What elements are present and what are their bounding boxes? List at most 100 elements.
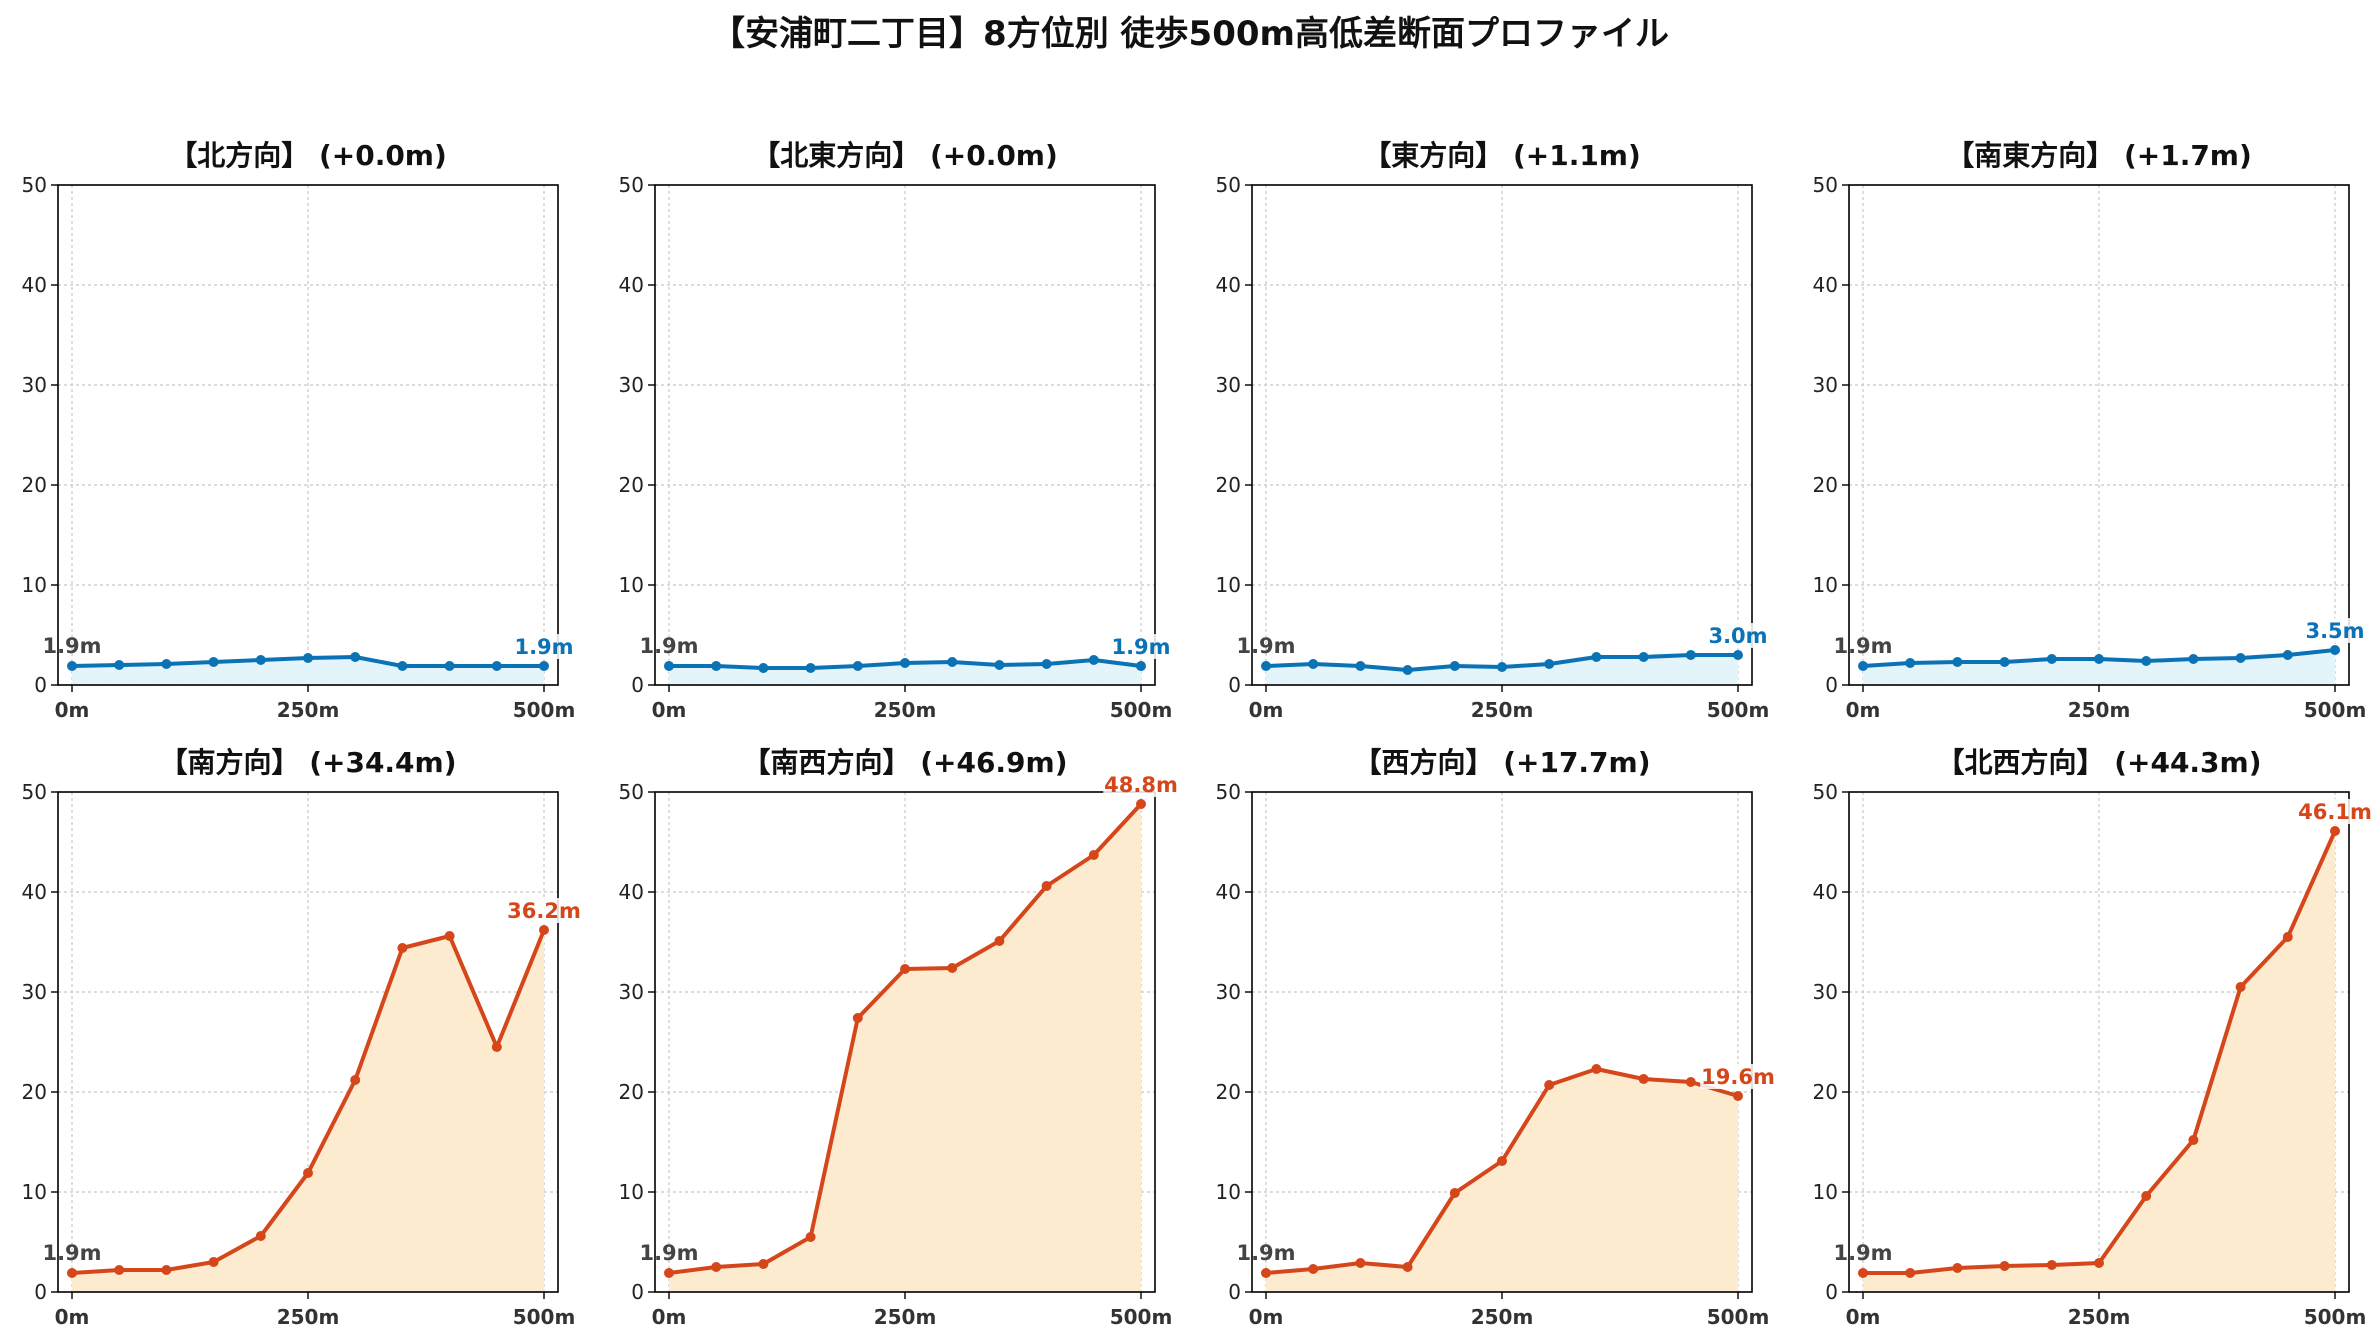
y-tick-label: 20	[1813, 473, 1838, 497]
data-point	[664, 661, 674, 671]
data-point	[1402, 1262, 1413, 1272]
y-tick-label: 30	[22, 980, 47, 1004]
data-point	[208, 657, 219, 667]
data-point	[114, 1265, 125, 1275]
data-point	[2282, 650, 2293, 660]
y-tick-label: 50	[1813, 780, 1838, 804]
y-tick-label: 30	[619, 980, 644, 1004]
subplot-title: 【東方向】 (+1.1m)	[1363, 139, 1641, 172]
end-elevation-label: 1.9m	[1111, 635, 1170, 659]
x-tick-label: 0m	[652, 1305, 687, 1329]
x-tick-label: 0m	[652, 698, 687, 722]
x-tick-label: 500m	[1707, 698, 1770, 722]
x-tick-label: 250m	[277, 698, 340, 722]
data-point	[1858, 1268, 1868, 1278]
x-tick-label: 500m	[513, 698, 576, 722]
data-point	[1638, 652, 1649, 662]
y-tick-label: 10	[619, 573, 644, 597]
data-point	[2282, 932, 2293, 942]
x-tick-label: 250m	[874, 1305, 937, 1329]
y-tick-label: 10	[1813, 1180, 1838, 1204]
start-elevation-label: 1.9m	[42, 1241, 101, 1265]
end-label-backing	[2297, 799, 2373, 824]
data-point	[1308, 659, 1319, 669]
y-tick-label: 0	[34, 1280, 47, 1304]
x-tick-label: 0m	[55, 1305, 90, 1329]
y-tick-label: 40	[619, 273, 644, 297]
start-elevation-label: 1.9m	[639, 1241, 698, 1265]
y-tick-label: 40	[22, 273, 47, 297]
start-elevation-label: 1.9m	[1833, 634, 1892, 658]
data-point	[1685, 650, 1696, 660]
data-point	[1497, 662, 1507, 672]
x-tick-label: 500m	[2304, 1305, 2367, 1329]
data-point	[1261, 661, 1271, 671]
data-point	[852, 661, 863, 671]
data-point	[1733, 1091, 1743, 1101]
data-point	[161, 1265, 172, 1275]
y-tick-label: 40	[1216, 273, 1241, 297]
x-tick-label: 250m	[1471, 698, 1534, 722]
data-point	[1544, 1080, 1555, 1090]
data-point	[1136, 799, 1146, 809]
data-point	[711, 1262, 722, 1272]
data-point	[2046, 1260, 2057, 1270]
data-point	[1449, 661, 1460, 671]
x-tick-label: 0m	[1846, 698, 1881, 722]
data-point	[1041, 881, 1052, 891]
end-elevation-label: 3.0m	[1708, 624, 1767, 648]
x-tick-label: 0m	[1846, 1305, 1881, 1329]
y-tick-label: 40	[22, 880, 47, 904]
y-tick-label: 20	[619, 1080, 644, 1104]
data-point	[994, 936, 1005, 946]
start-elevation-label: 1.9m	[1236, 634, 1295, 658]
start-elevation-label: 1.9m	[639, 634, 698, 658]
data-point	[1685, 1077, 1696, 1087]
data-point	[208, 1257, 219, 1267]
y-tick-label: 50	[1216, 780, 1241, 804]
y-tick-label: 0	[1228, 673, 1241, 697]
subplot-title: 【北西方向】 (+44.3m)	[1936, 746, 2261, 779]
y-tick-label: 0	[1228, 1280, 1241, 1304]
x-tick-label: 500m	[2304, 698, 2367, 722]
x-tick-label: 500m	[1707, 1305, 1770, 1329]
start-elevation-label: 1.9m	[42, 634, 101, 658]
y-tick-label: 50	[619, 173, 644, 197]
data-point	[1999, 1261, 2010, 1271]
y-tick-label: 10	[619, 1180, 644, 1204]
x-tick-label: 250m	[2068, 1305, 2131, 1329]
x-tick-label: 0m	[1249, 1305, 1284, 1329]
y-tick-label: 30	[1813, 980, 1838, 1004]
end-elevation-label: 1.9m	[514, 635, 573, 659]
y-tick-label: 20	[1216, 1080, 1241, 1104]
subplot-title: 【南方向】 (+34.4m)	[159, 746, 456, 779]
data-point	[255, 655, 266, 665]
end-label-backing	[2304, 618, 2366, 643]
start-elevation-label: 1.9m	[1833, 1241, 1892, 1265]
data-point	[1591, 652, 1602, 662]
data-point	[1952, 1263, 1963, 1273]
data-point	[758, 1259, 769, 1269]
end-label-backing	[513, 634, 575, 659]
data-point	[2235, 653, 2246, 663]
y-tick-label: 20	[619, 473, 644, 497]
data-point	[900, 964, 910, 974]
y-tick-label: 50	[22, 173, 47, 197]
end-elevation-label: 36.2m	[507, 899, 581, 923]
x-tick-label: 0m	[1249, 698, 1284, 722]
y-tick-label: 40	[1216, 880, 1241, 904]
figure-title: 【安浦町二丁目】8方位別 徒歩500m高低差断面プロファイル	[711, 14, 1669, 54]
data-point	[491, 661, 502, 671]
data-point	[2141, 1191, 2152, 1201]
data-point	[2141, 656, 2152, 666]
x-tick-label: 250m	[874, 698, 937, 722]
x-tick-label: 0m	[55, 698, 90, 722]
data-point	[2094, 1258, 2104, 1268]
data-point	[491, 1042, 502, 1052]
data-point	[1999, 657, 2010, 667]
data-point	[1449, 1188, 1460, 1198]
y-tick-label: 30	[619, 373, 644, 397]
